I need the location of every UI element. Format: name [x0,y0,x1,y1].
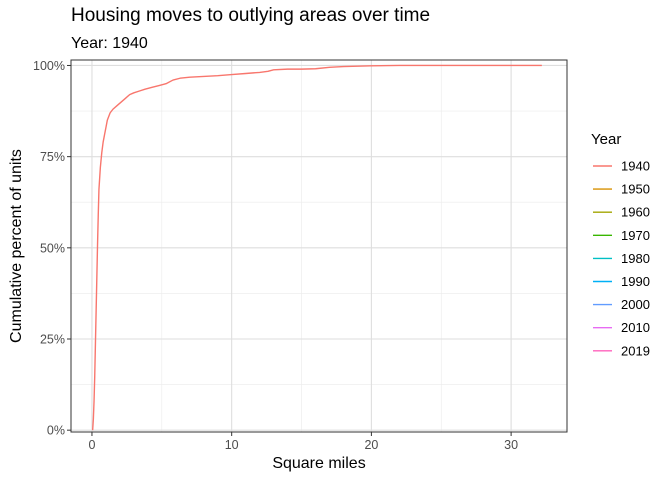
legend-label-1940: 1940 [621,159,650,174]
x-tick-label: 20 [364,438,378,452]
legend-label-1990: 1990 [621,274,650,289]
legend-label-1950: 1950 [621,182,650,197]
plot-border [70,59,568,433]
series-layer [91,64,542,431]
chart-title: Housing moves to outlying areas over tim… [71,5,431,26]
x-tick-label: 0 [88,438,95,452]
y-tick-label: 75% [40,150,65,164]
x-axis: 0 10 20 30 [88,432,518,452]
y-axis: 0% 25% 50% 75% 100% [33,59,71,438]
grid-minor [71,60,567,432]
plot-panel [71,60,567,432]
y-tick-label: 50% [40,241,65,255]
legend-title: Year [591,131,621,148]
legend-label-1960: 1960 [621,205,650,220]
y-tick-label: 0% [47,424,65,438]
y-tick-label: 100% [33,59,65,73]
grid-major [71,60,567,432]
x-tick-label: 30 [504,438,518,452]
legend-label-2019: 2019 [621,343,650,358]
chart-subtitle: Year: 1940 [71,35,148,52]
series-line-1940 [91,64,542,431]
legend-label-1980: 1980 [621,251,650,266]
y-tick-label: 25% [40,333,65,347]
x-axis-title: Square miles [272,455,365,472]
legend-label-1970: 1970 [621,228,650,243]
legend-label-2000: 2000 [621,297,650,312]
y-axis-title: Cumulative percent of units [8,149,25,343]
legend: Year 1940 1950 1960 1970 1980 1990 2000 2010 201… [591,131,650,358]
legend-label-2010: 2010 [621,320,650,335]
x-tick-label: 10 [225,438,239,452]
